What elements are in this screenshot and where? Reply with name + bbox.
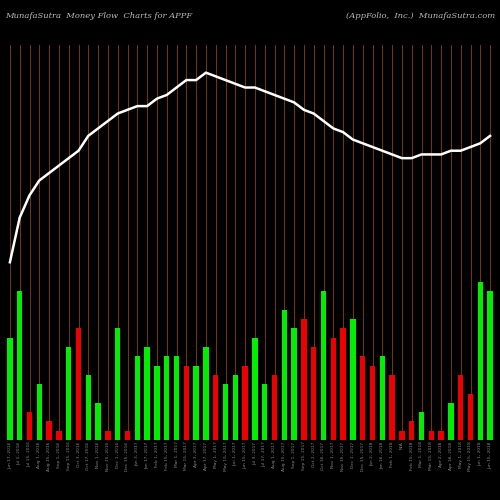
Bar <box>419 412 424 440</box>
Bar <box>360 356 366 440</box>
Bar <box>203 347 208 440</box>
Bar <box>282 310 287 440</box>
Bar <box>409 422 414 440</box>
Text: (AppFolio,  Inc.)  MunafaSutra.com: (AppFolio, Inc.) MunafaSutra.com <box>346 12 495 20</box>
Bar <box>134 356 140 440</box>
Bar <box>468 394 473 440</box>
Bar <box>330 338 336 440</box>
Bar <box>144 347 150 440</box>
Bar <box>380 356 385 440</box>
Text: MunafaSutra  Money Flow  Charts for APPF: MunafaSutra Money Flow Charts for APPF <box>5 12 192 20</box>
Bar <box>252 338 258 440</box>
Bar <box>174 356 179 440</box>
Bar <box>76 328 81 440</box>
Bar <box>399 430 404 440</box>
Bar <box>213 375 218 440</box>
Bar <box>370 366 375 440</box>
Bar <box>428 430 434 440</box>
Bar <box>46 422 52 440</box>
Bar <box>340 328 346 440</box>
Bar <box>7 338 12 440</box>
Bar <box>458 375 464 440</box>
Bar <box>184 366 189 440</box>
Bar <box>86 375 91 440</box>
Bar <box>164 356 170 440</box>
Bar <box>292 328 297 440</box>
Bar <box>223 384 228 440</box>
Bar <box>478 282 483 440</box>
Bar <box>17 292 22 440</box>
Bar <box>232 375 238 440</box>
Bar <box>194 366 199 440</box>
Bar <box>438 430 444 440</box>
Bar <box>36 384 42 440</box>
Bar <box>262 384 268 440</box>
Bar <box>321 292 326 440</box>
Bar <box>311 347 316 440</box>
Bar <box>154 366 160 440</box>
Bar <box>242 366 248 440</box>
Bar <box>301 319 306 440</box>
Bar <box>27 412 32 440</box>
Bar <box>56 430 62 440</box>
Bar <box>96 403 101 440</box>
Bar <box>272 375 277 440</box>
Bar <box>350 319 356 440</box>
Bar <box>448 403 454 440</box>
Bar <box>390 375 395 440</box>
Bar <box>66 347 71 440</box>
Bar <box>105 430 110 440</box>
Bar <box>488 292 493 440</box>
Bar <box>115 328 120 440</box>
Bar <box>125 430 130 440</box>
